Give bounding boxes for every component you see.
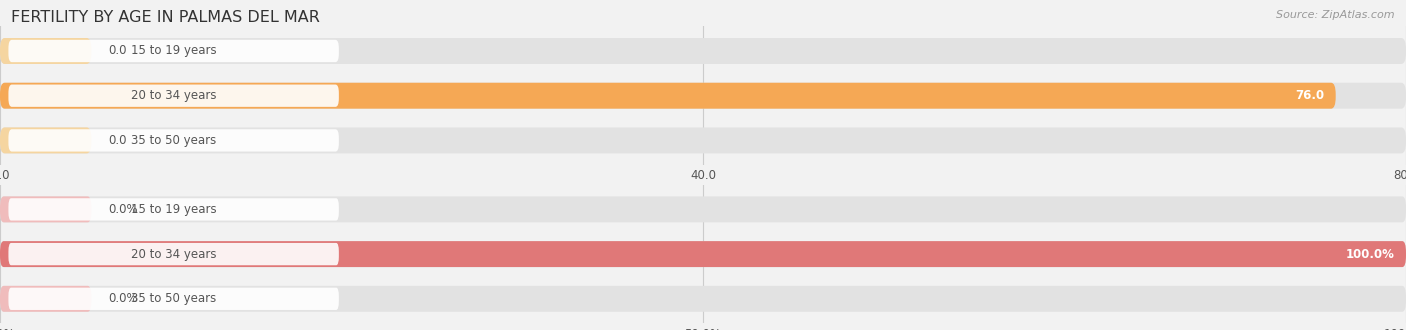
FancyBboxPatch shape [0,286,1406,312]
FancyBboxPatch shape [0,127,91,153]
FancyBboxPatch shape [8,288,339,310]
Text: 35 to 50 years: 35 to 50 years [131,292,217,305]
Text: 20 to 34 years: 20 to 34 years [131,89,217,102]
Text: 0.0: 0.0 [108,134,127,147]
FancyBboxPatch shape [8,40,339,62]
FancyBboxPatch shape [8,129,339,151]
Text: FERTILITY BY AGE IN PALMAS DEL MAR: FERTILITY BY AGE IN PALMAS DEL MAR [11,10,321,25]
Text: 0.0%: 0.0% [108,292,138,305]
FancyBboxPatch shape [0,127,1406,153]
Text: 15 to 19 years: 15 to 19 years [131,45,217,57]
FancyBboxPatch shape [8,198,339,220]
FancyBboxPatch shape [0,83,1336,109]
FancyBboxPatch shape [0,196,91,222]
Text: 35 to 50 years: 35 to 50 years [131,134,217,147]
FancyBboxPatch shape [0,38,1406,64]
FancyBboxPatch shape [0,241,1406,267]
Text: 0.0%: 0.0% [108,203,138,216]
Text: Source: ZipAtlas.com: Source: ZipAtlas.com [1277,10,1395,20]
FancyBboxPatch shape [0,83,1406,109]
FancyBboxPatch shape [0,38,91,64]
FancyBboxPatch shape [0,196,1406,222]
FancyBboxPatch shape [8,243,339,265]
Text: 15 to 19 years: 15 to 19 years [131,203,217,216]
Text: 0.0: 0.0 [108,45,127,57]
FancyBboxPatch shape [0,241,1406,267]
FancyBboxPatch shape [8,84,339,107]
Text: 20 to 34 years: 20 to 34 years [131,248,217,261]
Text: 76.0: 76.0 [1295,89,1324,102]
FancyBboxPatch shape [0,286,91,312]
Text: 100.0%: 100.0% [1346,248,1395,261]
